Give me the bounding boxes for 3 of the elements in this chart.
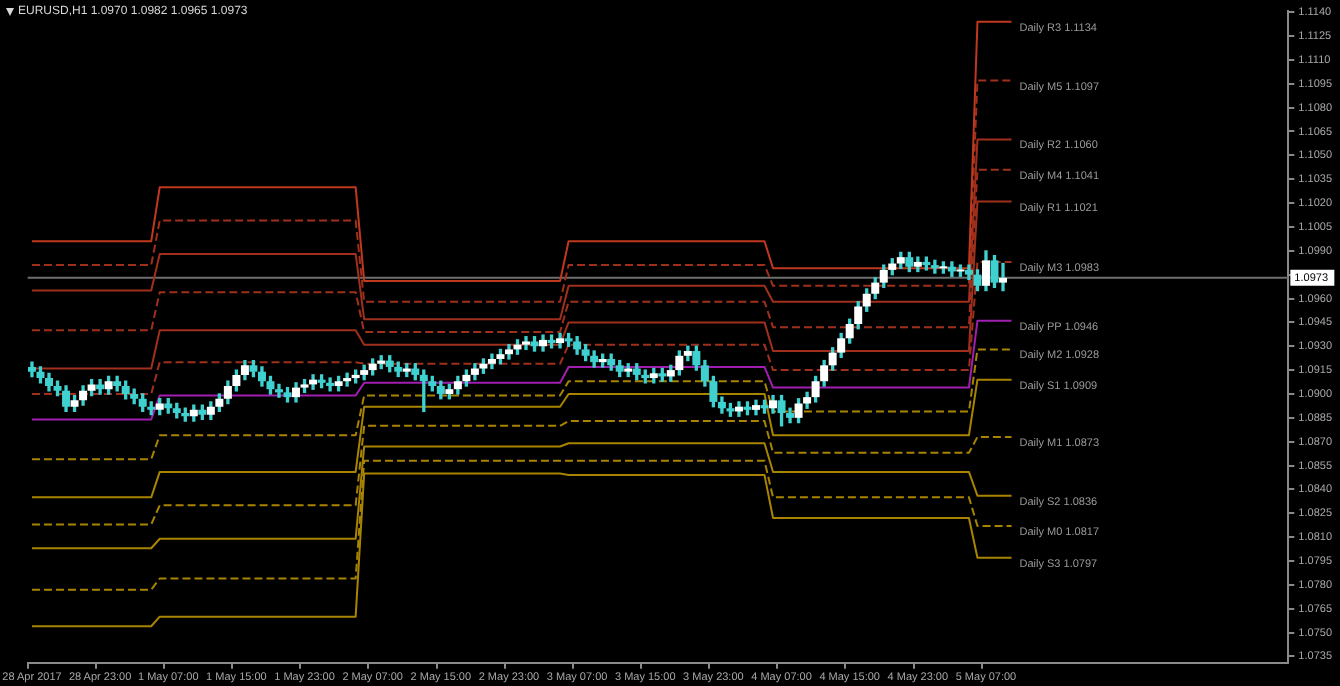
candlestick: [326, 377, 335, 392]
candlestick: [343, 372, 352, 387]
candlestick: [930, 259, 939, 274]
